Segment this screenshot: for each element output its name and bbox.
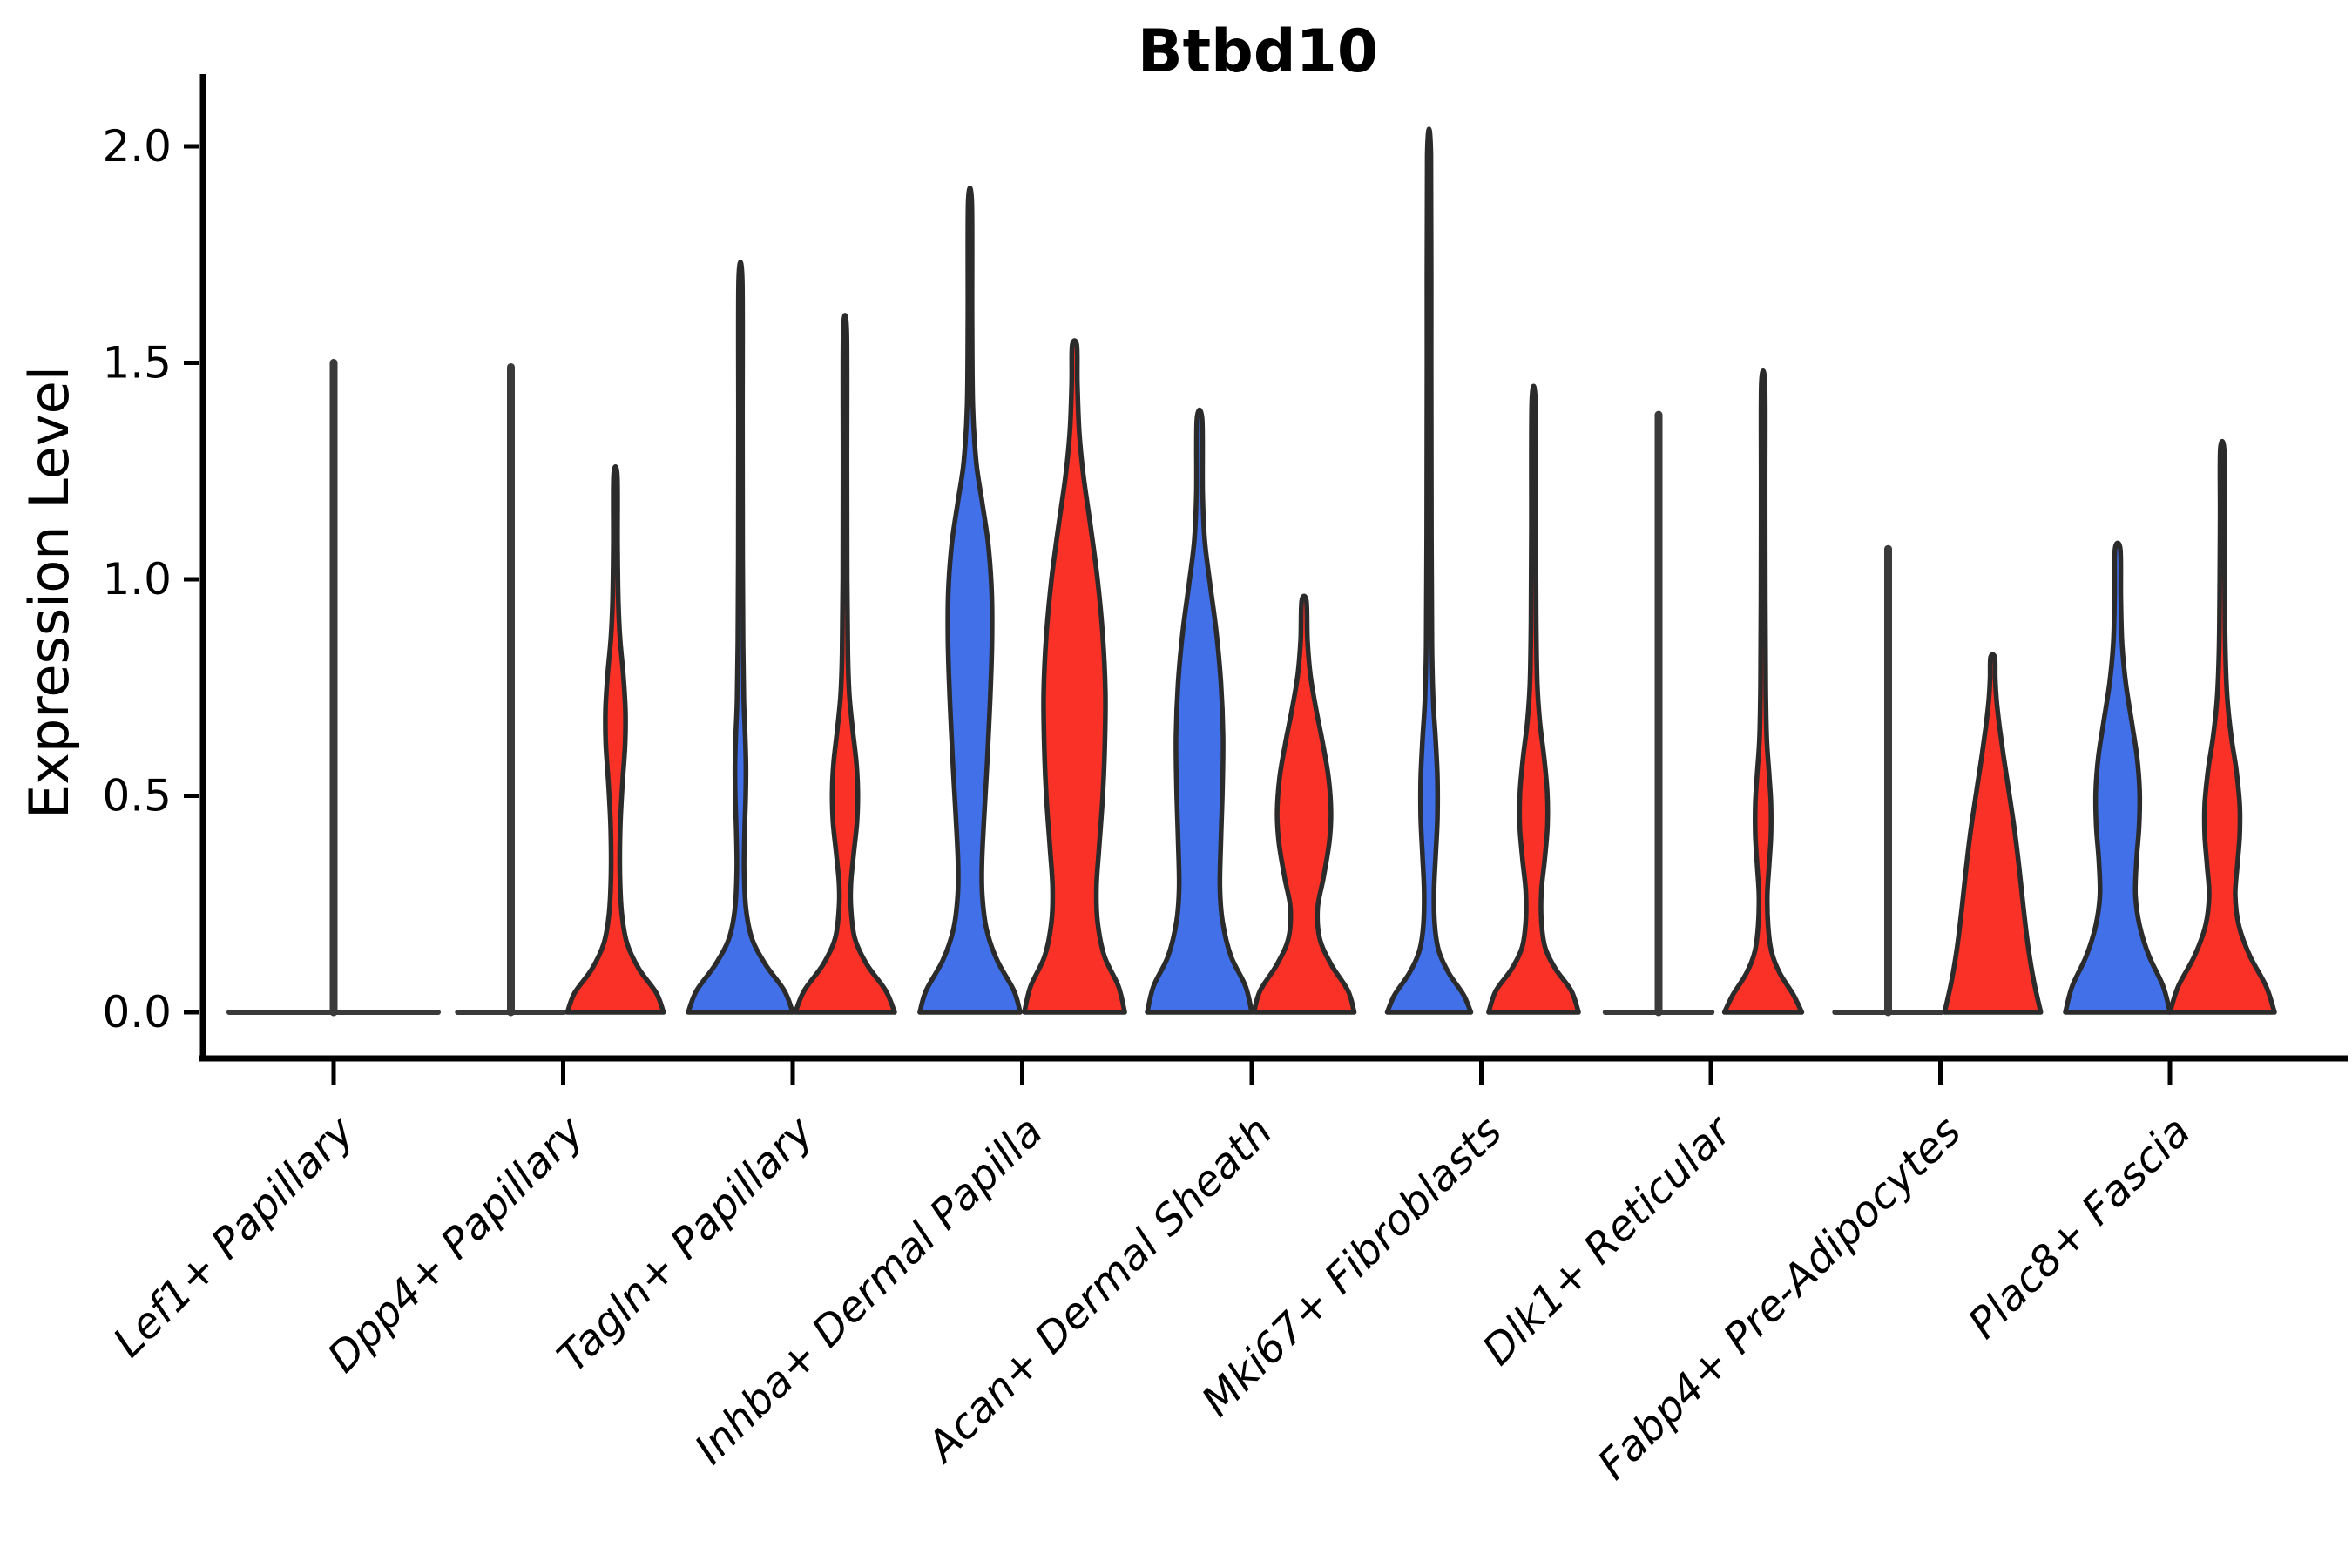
y-tick-label: 2.0 — [102, 121, 172, 172]
y-tick-label: 0.5 — [102, 771, 172, 821]
violin-blue-8 — [2063, 540, 2173, 1015]
violin-blue-3 — [917, 186, 1023, 1015]
violin-red-6 — [1721, 368, 1805, 1015]
violin-red-2 — [793, 313, 897, 1015]
violins-layer — [226, 126, 2277, 1017]
violin-red-5 — [1486, 383, 1581, 1015]
y-tick-label: 1.0 — [102, 554, 172, 605]
violin-blue-4 — [1145, 407, 1254, 1015]
violin-red-3 — [1022, 338, 1127, 1015]
violin-red-8 — [2167, 438, 2277, 1015]
y-tick-label: 1.5 — [102, 338, 172, 389]
violin-red-7 — [1942, 652, 2044, 1015]
violin-blue-2 — [686, 260, 795, 1015]
violin-red-1 — [564, 464, 666, 1015]
y-axis-label: Expression Level — [17, 366, 81, 819]
chart-title: Btbd10 — [1138, 17, 1378, 86]
y-tick-label: 0.0 — [102, 987, 172, 1037]
violin-blue-5 — [1384, 126, 1474, 1015]
violin-red-4 — [1251, 593, 1357, 1015]
